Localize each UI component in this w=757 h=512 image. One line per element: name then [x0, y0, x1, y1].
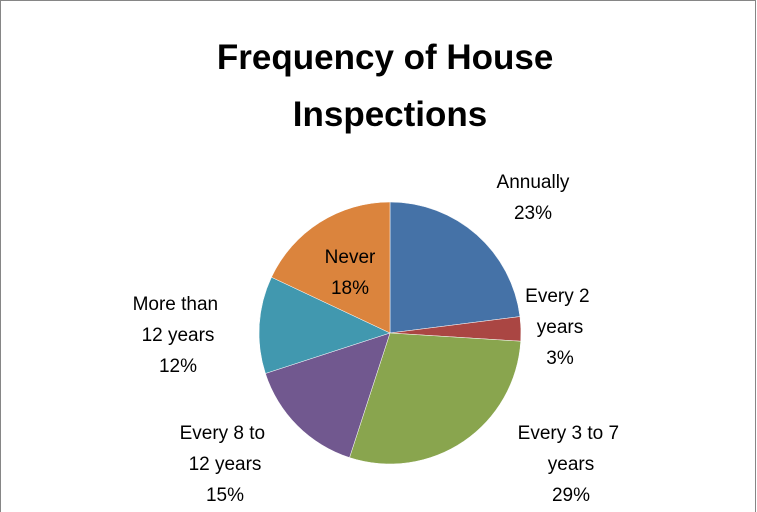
slice-label: Annually: [497, 172, 570, 193]
slice-label: Every 8 to 12 years: [180, 423, 271, 475]
pie-slice: [258, 276, 391, 374]
slice-label: Never: [325, 247, 376, 268]
slice-value-label: 18%: [331, 278, 369, 299]
slice-value-label: 12%: [159, 356, 197, 377]
pie-slice: [265, 332, 391, 458]
pie-slice: [271, 201, 391, 334]
slice-label: Every 2 years: [525, 286, 595, 338]
slice-label: More than 12 years: [133, 294, 224, 346]
slice-value-label: 15%: [206, 485, 244, 506]
pie-slice: [389, 201, 521, 334]
slice-value-label: 23%: [514, 203, 552, 224]
slice-value-label: 3%: [546, 348, 574, 369]
chart-title: Frequency of House Inspections: [217, 38, 563, 134]
pie-slice: [349, 332, 522, 465]
slice-value-label: 29%: [552, 485, 590, 506]
slice-label: Every 3 to 7 years: [518, 423, 625, 475]
